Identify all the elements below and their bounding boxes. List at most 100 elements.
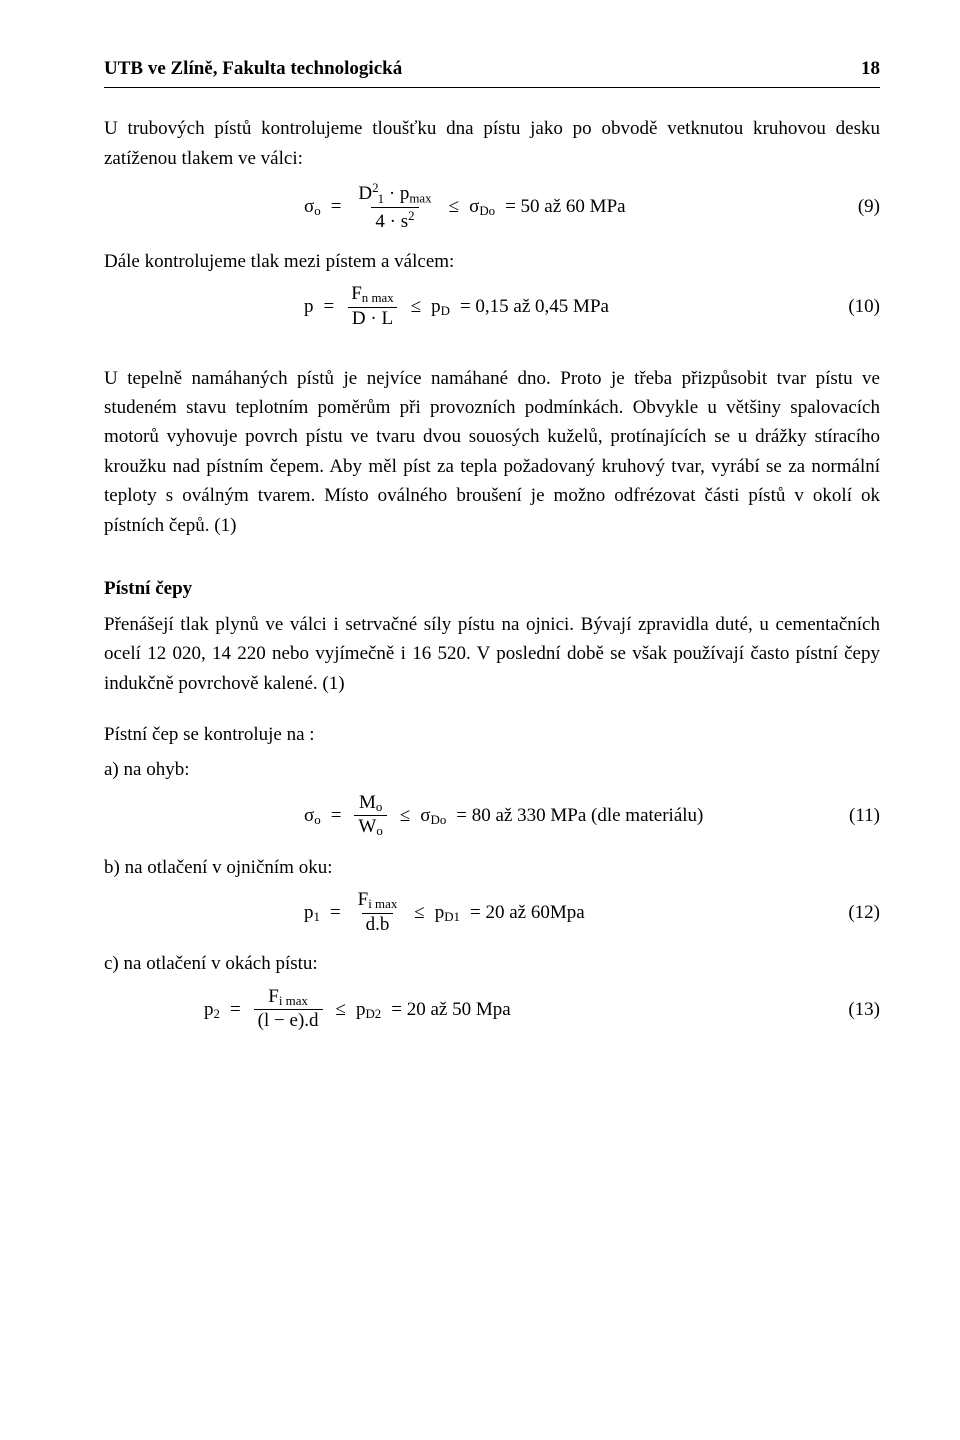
Fimax: i max [279,993,308,1008]
eq-number: (10) [828,292,880,321]
Wo: o [376,823,382,838]
sigma-Do: σDo [469,192,495,221]
item-a-label: a) na ohyb: [104,755,880,784]
equals: = [324,292,335,321]
sigma-Do: σDo [420,801,446,830]
pD1: pD1 [435,898,460,927]
dot: · [389,183,395,204]
eq-number: (11) [829,801,880,830]
Dsub: D [441,303,450,318]
numerator: Fn max [347,284,397,306]
D2: D2 [365,1006,381,1021]
numerator: Fi max [264,987,312,1009]
e: e [290,1010,298,1031]
D1: D1 [444,909,460,924]
p: p [204,999,214,1020]
eq-number: (13) [828,995,880,1024]
pD2: pD2 [356,995,381,1024]
heading-pistni-cepy: Pístní čepy [104,574,880,603]
equation-9: σo = D21 · pmax 4 · s2 ≤ σDo = 50 až 60 … [104,181,880,233]
paragraph-2: Dále kontrolujeme tlak mezi pístem a vál… [104,247,880,276]
sym: σ [469,196,479,217]
item-c-label: c) na otlačení v okách pístu: [104,949,880,978]
p2: p2 [204,995,220,1024]
equals: = [331,192,342,221]
L: L [381,308,393,329]
fraction: Mo Wo [354,793,386,839]
Fnmax: n max [362,290,394,305]
sub: o [314,204,320,219]
minus: − [269,1010,289,1031]
leq: ≤ [449,192,459,221]
p: p [435,902,445,923]
sub1: 1 [378,191,384,206]
intro-paragraph: U trubových pístů kontrolujeme tloušťku … [104,114,880,173]
leq: ≤ [336,995,346,1024]
numerator: D21 · pmax [354,181,435,207]
F: F [351,283,362,304]
equation-10: p = Fn max D · L ≤ pD = 0,15 až 0,45 MPa… [104,284,880,329]
fraction: Fi max (l − e).d [254,987,323,1032]
sigma-o: σo [304,801,321,830]
denominator: (l − e).d [254,1009,323,1032]
leq: ≤ [400,801,410,830]
sym: σ [304,805,314,826]
pmax: max [409,191,431,206]
sub2: 2 [214,1006,220,1021]
equals: = [230,995,241,1024]
eq-number: (9) [838,192,880,221]
four: 4 [375,211,385,232]
eq-tail: = 20 až 60Mpa [470,898,585,927]
F: F [268,986,279,1007]
sigma-o: σo [304,192,321,221]
sub: Do [479,204,495,219]
W: W [358,816,376,837]
fraction: Fi max d.b [354,890,402,935]
eq-body: σo = D21 · pmax 4 · s2 ≤ σDo = 50 až 60 … [304,181,626,233]
sym: σ [304,196,314,217]
paragraph-5: Pístní čep se kontroluje na : [104,720,880,749]
page: UTB ve Zlíně, Fakulta technologická 18 U… [0,0,960,1440]
equals: = [331,801,342,830]
D: D [352,308,366,329]
p: p [304,902,314,923]
p1: p1 [304,898,320,927]
fraction: Fn max D · L [347,284,397,329]
s2: 2 [408,208,414,223]
F: F [358,889,369,910]
fraction: D21 · pmax 4 · s2 [354,181,435,233]
eq-number: (12) [828,898,880,927]
paragraph-3: U tepelně namáhaných pístů je nejvíce na… [104,364,880,541]
page-header: UTB ve Zlíně, Fakulta technologická 18 [104,54,880,88]
eq-body: p1 = Fi max d.b ≤ pD1 = 20 až 60Mpa [304,890,585,935]
equation-13: p2 = Fi max (l − e).d ≤ pD2 = 20 až 50 M… [104,987,880,1032]
numerator: Fi max [354,890,402,912]
p: p [431,296,441,317]
D: D [358,183,372,204]
eq-tail: = 20 až 50 Mpa [391,995,510,1024]
item-b-label: b) na otlačení v ojničním oku: [104,853,880,882]
eq-tail: = 80 až 330 MPa (dle materiálu) [456,801,703,830]
denominator: d.b [362,913,394,936]
sub: o [314,812,320,827]
denominator: Wo [354,815,386,838]
denominator: D · L [348,307,397,330]
eq-tail: = 0,15 až 0,45 MPa [460,292,609,321]
dot: · [370,308,376,329]
header-page-number: 18 [861,54,880,83]
sym: σ [420,805,430,826]
leq: ≤ [411,292,421,321]
p: p [304,292,314,321]
dot: · [390,211,396,232]
eq-body: p = Fn max D · L ≤ pD = 0,15 až 0,45 MPa [304,284,609,329]
numerator: Mo [355,793,386,815]
eq-tail: = 50 až 60 MPa [505,192,625,221]
paragraph-4: Přenášejí tlak plynů ve válci i setrvačn… [104,610,880,698]
denominator: 4 · s2 [371,207,418,233]
d: d [309,1010,319,1031]
eq-body: p2 = Fi max (l − e).d ≤ pD2 = 20 až 50 M… [204,987,511,1032]
M: M [359,792,376,813]
Fimax: i max [368,896,397,911]
header-left: UTB ve Zlíně, Fakulta technologická [104,54,402,83]
equation-12: p1 = Fi max d.b ≤ pD1 = 20 až 60Mpa (12) [104,890,880,935]
